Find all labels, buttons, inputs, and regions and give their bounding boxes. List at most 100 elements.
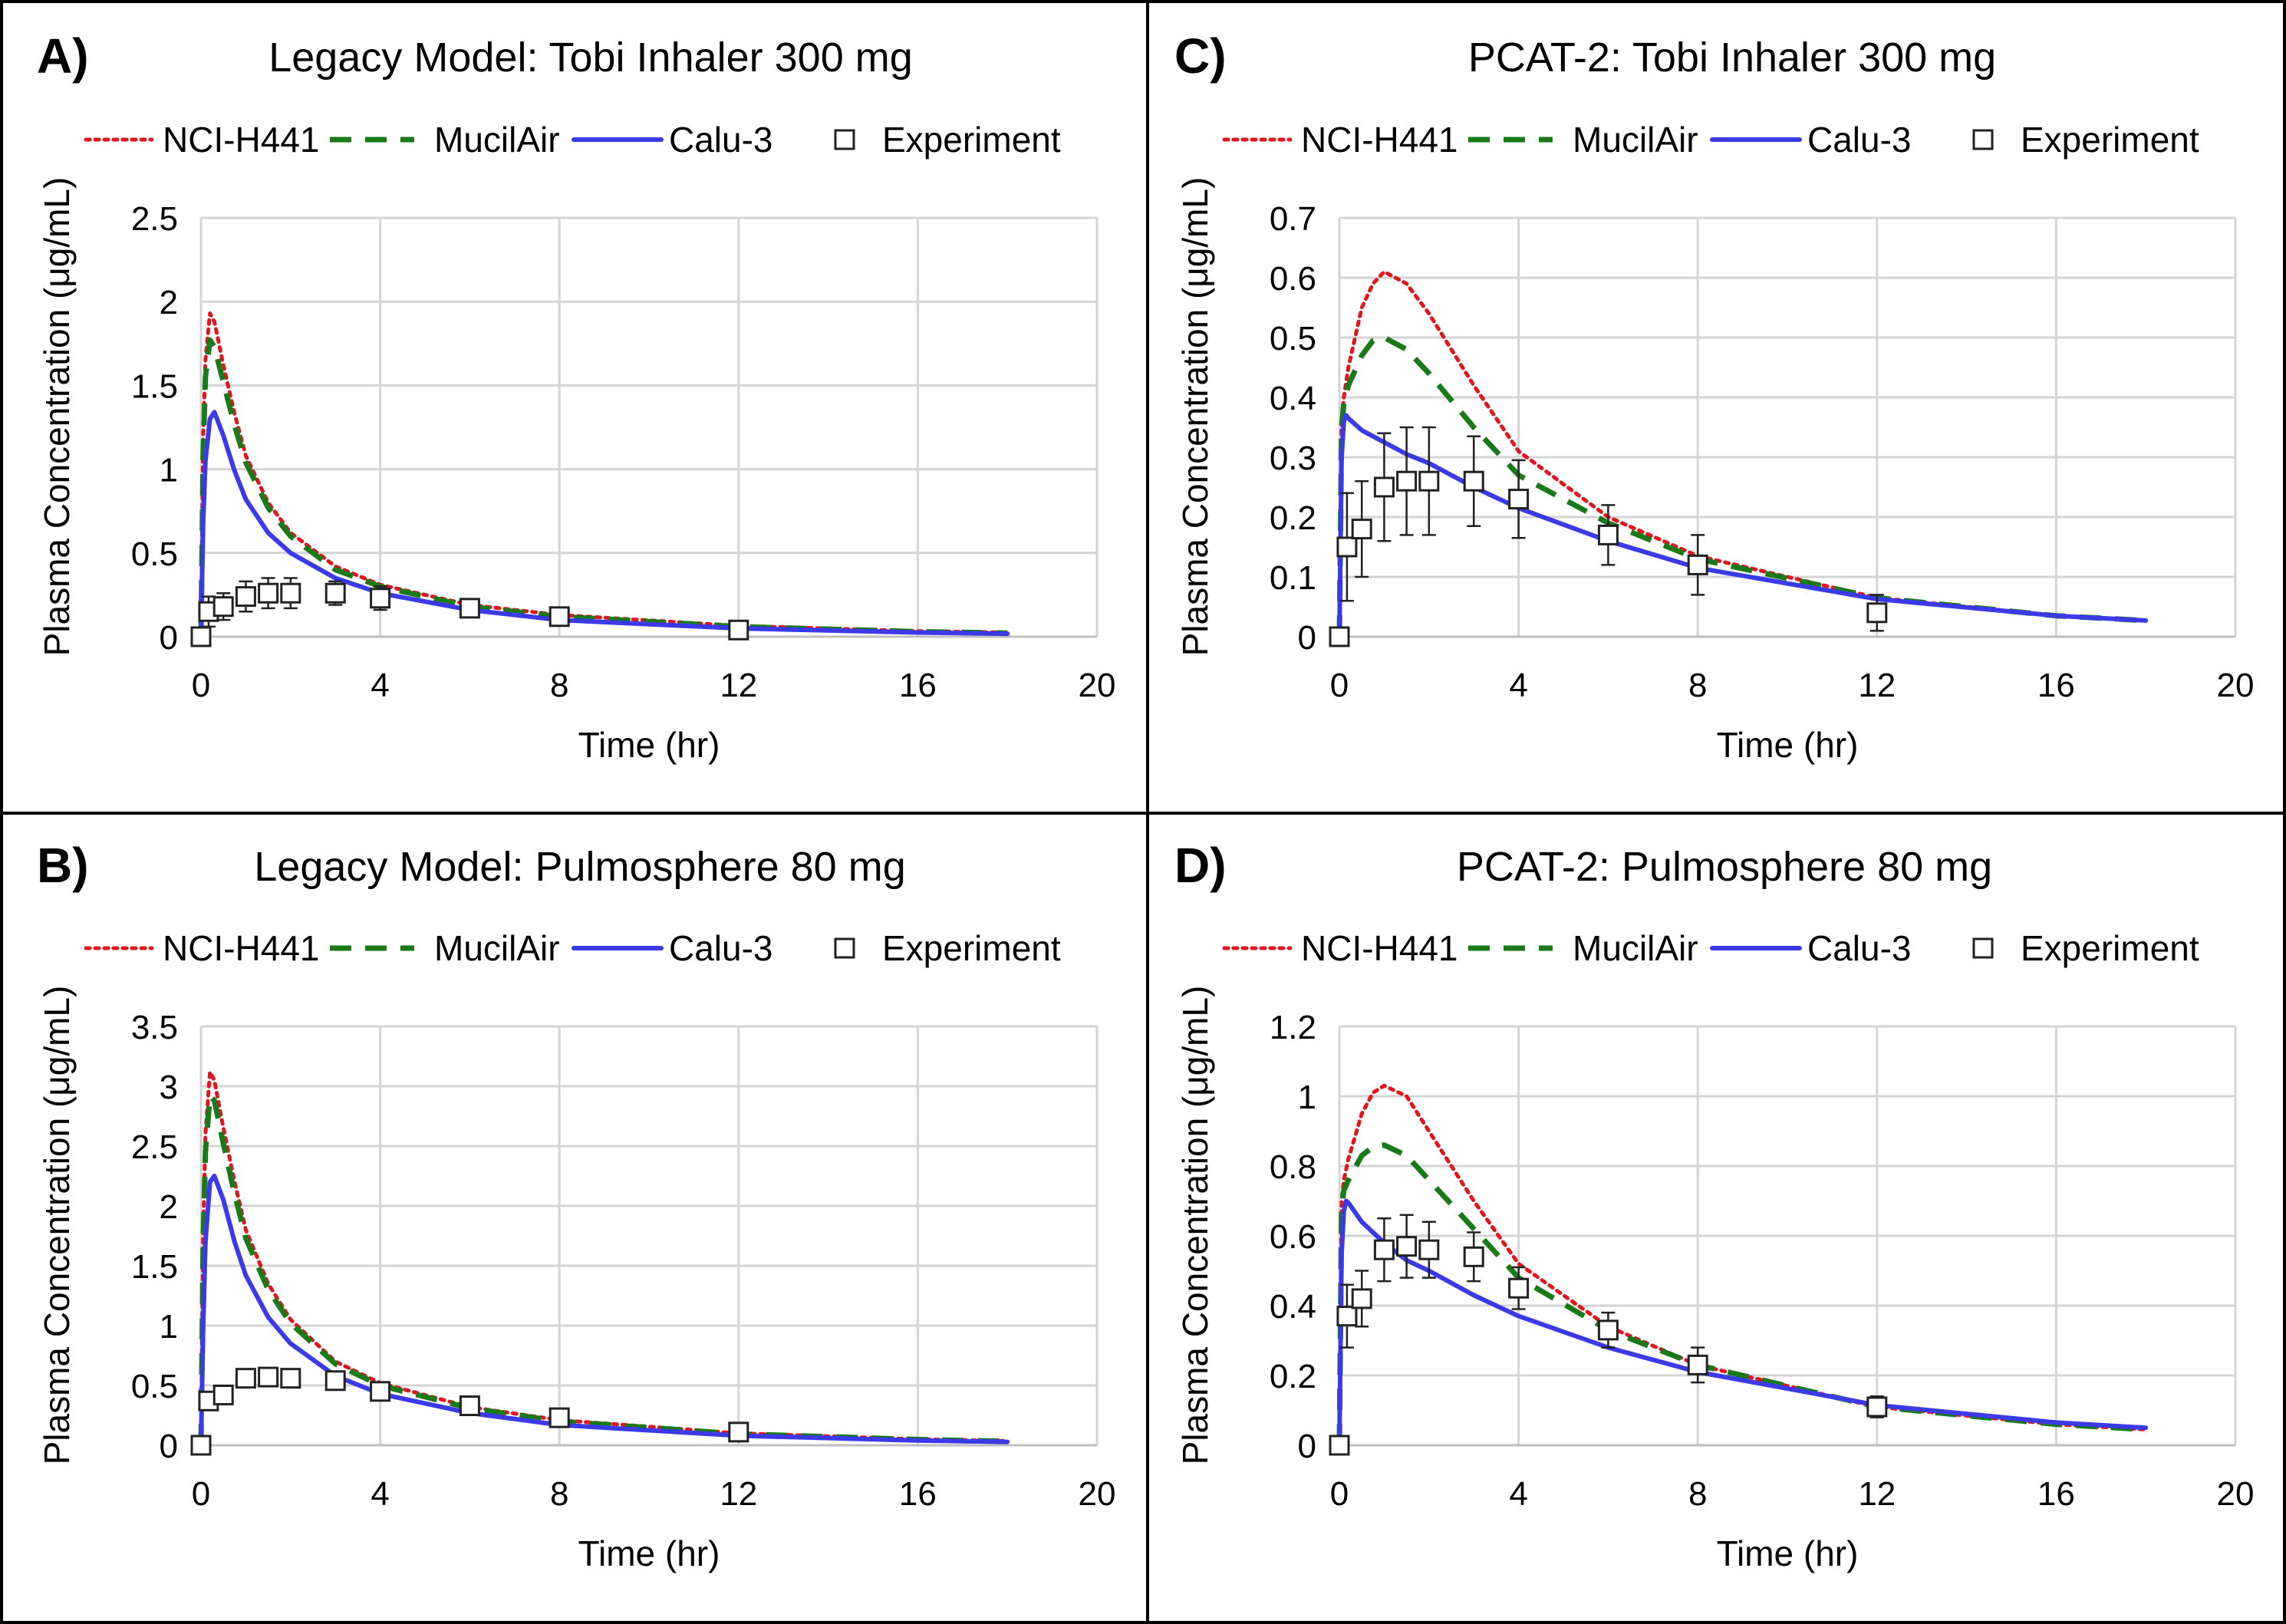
y-tick-label: 1: [160, 1308, 178, 1346]
legend-label: Experiment: [2021, 928, 2199, 968]
x-axis-label: Time (hr): [1717, 725, 1859, 765]
experiment-point: [1396, 1236, 1418, 1257]
x-axis-label: Time (hr): [578, 725, 720, 765]
x-tick-label: 4: [1509, 667, 1527, 704]
legend-label: Calu-3: [669, 120, 773, 160]
legend-label: Experiment: [882, 120, 1061, 160]
series-line-calu-3: [199, 1174, 1010, 1448]
experiment-point: [370, 1381, 391, 1402]
experiment-point: [1336, 536, 1358, 558]
legend-label: NCI-H441: [163, 928, 320, 968]
experiment-point: [324, 1370, 346, 1392]
experiment-point: [1508, 489, 1530, 510]
x-tick-label: 0: [1330, 1475, 1349, 1513]
plot-area: 0 0.1 0.2 0.3 0.4 0.5 0.6 0.7 0 4 8 12 16 20 Time (hr)…: [1175, 120, 2254, 765]
plot-area: 0 0.5 1 1.5 2 2.5 0 4 8 12 16 20 Time (hr) Plasma Con…: [37, 120, 1115, 765]
experiment-point: [1418, 470, 1440, 492]
x-tick-label: 16: [899, 667, 937, 704]
series-line-nci-h441: [1337, 269, 2148, 639]
y-tick-label: 3: [160, 1069, 178, 1106]
series-line-mucilair: [1336, 334, 2146, 637]
y-axis-label: Plasma Concentration (μg/mL): [37, 177, 77, 657]
y-tick-label: 3.5: [131, 1009, 178, 1046]
y-axis-label: Plasma Concentration (μg/mL): [1175, 986, 1215, 1465]
x-tick-label: 4: [371, 667, 389, 704]
x-tick-label: 4: [1509, 1475, 1527, 1513]
experiment-point: [370, 588, 391, 609]
y-tick-label: 0: [160, 619, 178, 657]
experiment-point: [258, 582, 279, 604]
experiment-point: [280, 1368, 301, 1389]
x-tick-label: 8: [1688, 667, 1707, 704]
legend-label: NCI-H441: [1301, 120, 1458, 160]
experiment-point: [1463, 470, 1484, 492]
experiment-point: [190, 1435, 212, 1456]
legend-label: Calu-3: [1807, 120, 1912, 160]
experiment-point: [235, 1368, 256, 1389]
y-tick-label: 0.2: [1270, 1358, 1316, 1395]
experiment-point: [212, 596, 234, 618]
y-tick-label: 2.5: [131, 200, 178, 238]
panel-b: B) Legacy Model: Pulmosphere 80 mg 0 0.5 1…: [37, 838, 1115, 1573]
y-tick-label: 0.3: [1270, 440, 1316, 477]
y-tick-label: 1.5: [131, 367, 178, 405]
x-tick-label: 12: [720, 1475, 757, 1513]
legend-swatch-experiment: [1972, 937, 1994, 959]
legend-label: Experiment: [2021, 120, 2199, 160]
experiment-point: [1866, 1396, 1888, 1418]
experiment-point: [1329, 626, 1350, 647]
panel-d: D) PCAT-2: Pulmosphere 80 mg 00.20.40.60…: [1174, 838, 2254, 1573]
experiment-point: [728, 1421, 749, 1443]
x-tick-label: 12: [1858, 1475, 1896, 1513]
panel-letter: D): [1174, 838, 1227, 893]
legend-label: NCI-H441: [1301, 928, 1458, 968]
y-axis-label: Plasma Concentration (μg/mL): [1175, 177, 1215, 657]
x-tick-label: 16: [2037, 667, 2075, 704]
series-line-mucilair: [1336, 1142, 2146, 1446]
x-tick-label: 4: [371, 1475, 389, 1513]
y-tick-label: 0: [160, 1428, 178, 1465]
x-tick-label: 20: [1079, 1475, 1116, 1513]
y-tick-label: 1: [160, 452, 178, 489]
x-tick-label: 8: [550, 1475, 568, 1513]
y-tick-label: 2: [160, 284, 178, 321]
plot-area: 0 0.5 1 1.5 2 2.5 3 3.5 0 4 8 12 16 20 Time (hr) Plasma…: [37, 928, 1115, 1573]
legend-swatch-experiment: [834, 937, 855, 959]
x-tick-label: 0: [192, 1475, 210, 1513]
experiment-point: [1336, 1306, 1358, 1327]
panel-title: Legacy Model: Tobi Inhaler 300 mg: [268, 35, 913, 81]
y-tick-label: 1.2: [1270, 1009, 1316, 1046]
y-tick-label: 0.7: [1270, 200, 1316, 238]
y-tick-label: 0.5: [131, 1368, 178, 1405]
legend-label: Calu-3: [669, 928, 773, 968]
legend-swatch-experiment: [1972, 129, 1994, 150]
experiment-point: [548, 606, 570, 628]
experiment-point: [1329, 1435, 1350, 1456]
panel-title: Legacy Model: Pulmosphere 80 mg: [254, 844, 905, 890]
experiment-point: [324, 582, 346, 604]
experiment-point: [459, 598, 480, 619]
panel-letter: C): [1174, 28, 1227, 84]
y-tick-label: 0.4: [1270, 1288, 1316, 1326]
experiment-point: [1687, 554, 1708, 575]
legend-label: Calu-3: [1807, 928, 1912, 968]
experiment-point: [459, 1395, 480, 1417]
x-tick-label: 0: [192, 667, 210, 704]
x-axis-label: Time (hr): [578, 1533, 720, 1573]
experiment-point: [190, 626, 212, 647]
series-line-calu-3: [199, 410, 1010, 639]
legend-swatch-experiment: [834, 129, 855, 150]
legend-label: MucilAir: [1573, 120, 1698, 160]
panel-c: C) PCAT-2: Tobi Inhaler 300 mg 0 0.1 0.2 0.…: [1174, 28, 2254, 765]
experiment-point: [1597, 1319, 1619, 1341]
experiment-point: [235, 586, 256, 608]
experiment-point: [212, 1384, 234, 1405]
y-tick-label: 0: [1298, 619, 1316, 657]
experiment-point: [1351, 519, 1372, 540]
experiment-point: [728, 619, 749, 641]
y-tick-label: 0: [1298, 1428, 1316, 1465]
experiment-point: [548, 1407, 570, 1428]
y-tick-label: 0.2: [1270, 499, 1316, 537]
x-tick-label: 8: [1688, 1475, 1707, 1513]
y-tick-label: 0.6: [1270, 1218, 1316, 1256]
